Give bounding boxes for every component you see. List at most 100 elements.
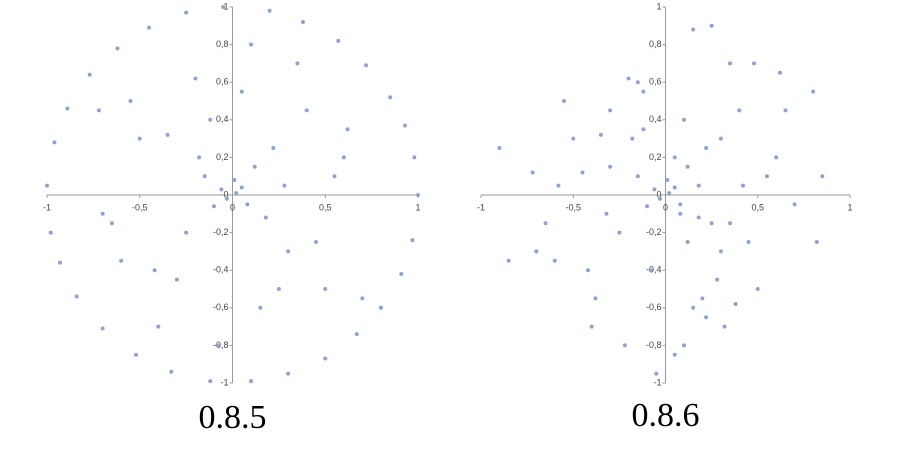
y-tick-label: 0,2: [649, 152, 662, 162]
point: [174, 277, 179, 282]
point: [635, 174, 640, 179]
point: [87, 72, 92, 77]
y-tick-label: -0,2: [646, 227, 662, 237]
y-tick-label: 0,4: [216, 114, 229, 124]
point: [645, 204, 650, 209]
point: [672, 155, 677, 160]
y-tick-label: 0,4: [649, 114, 662, 124]
point: [197, 155, 202, 160]
point: [234, 191, 239, 196]
point: [700, 296, 705, 301]
point: [412, 155, 417, 160]
point: [364, 63, 369, 68]
point: [147, 25, 152, 30]
point: [506, 258, 511, 263]
point: [378, 305, 383, 310]
point: [654, 371, 659, 376]
point: [399, 271, 404, 276]
point: [258, 305, 263, 310]
point: [52, 140, 57, 145]
point: [718, 249, 723, 254]
point: [814, 240, 819, 244]
y-tick-label: -0,2: [213, 227, 229, 237]
y-tick-label: -1: [653, 377, 661, 387]
y-tick-label: 0: [223, 189, 228, 199]
y-tick-label: -0,4: [213, 265, 229, 275]
point: [641, 127, 646, 132]
point: [263, 215, 268, 220]
point: [232, 177, 237, 182]
point: [737, 108, 742, 113]
point: [267, 8, 272, 13]
point: [678, 202, 683, 207]
x-tick-label: -1: [43, 202, 51, 212]
point: [403, 123, 408, 128]
x-tick-label: 0: [230, 202, 235, 212]
point: [685, 164, 690, 169]
y-tick-label: -0,4: [646, 265, 662, 275]
point: [271, 146, 276, 150]
point: [709, 221, 714, 226]
point: [696, 183, 701, 188]
point: [667, 191, 672, 196]
point: [286, 371, 291, 376]
y-tick-label: 0,8: [649, 39, 662, 49]
point: [709, 23, 714, 28]
point: [245, 202, 250, 207]
point: [286, 249, 291, 254]
point: [304, 108, 309, 113]
point: [681, 343, 686, 348]
point: [219, 187, 224, 192]
point: [128, 99, 133, 103]
x-tick-label: -1: [477, 202, 485, 212]
caption: 0.8.5: [199, 399, 267, 436]
point: [622, 343, 627, 348]
point: [48, 230, 53, 235]
point: [221, 5, 226, 9]
point: [282, 183, 287, 188]
point: [336, 38, 341, 43]
point: [792, 202, 797, 207]
x-tick-label: 1: [415, 202, 420, 212]
point: [65, 106, 70, 111]
point: [276, 287, 281, 291]
point: [57, 260, 62, 265]
point: [678, 211, 683, 216]
point: [323, 356, 328, 361]
point: [665, 177, 670, 182]
point: [388, 95, 393, 100]
point: [416, 193, 420, 197]
point: [752, 61, 757, 66]
point: [215, 343, 220, 348]
point: [648, 268, 653, 273]
point: [345, 127, 350, 132]
point: [598, 132, 603, 137]
x-tick-label: 0: [663, 202, 668, 212]
point: [722, 324, 727, 329]
point: [323, 287, 328, 291]
point: [593, 296, 598, 301]
point: [635, 80, 640, 85]
point: [211, 204, 216, 209]
y-tick-label: 0,6: [216, 77, 229, 87]
point: [115, 46, 120, 51]
point: [354, 332, 359, 337]
point: [777, 70, 782, 75]
y-tick-label: 1: [223, 1, 228, 11]
point: [300, 20, 305, 25]
x-tick-label: -0,5: [565, 202, 581, 212]
y-tick-label: 1: [656, 1, 661, 11]
point: [360, 296, 365, 301]
point: [74, 294, 79, 299]
point: [239, 89, 244, 94]
point: [543, 221, 548, 226]
point: [608, 164, 613, 169]
point: [774, 155, 779, 160]
point: [193, 76, 198, 81]
point: [586, 268, 591, 273]
point: [691, 305, 696, 310]
point: [497, 146, 502, 150]
point: [740, 183, 745, 188]
x-tick-label: -0,5: [132, 202, 148, 212]
point: [137, 136, 142, 141]
